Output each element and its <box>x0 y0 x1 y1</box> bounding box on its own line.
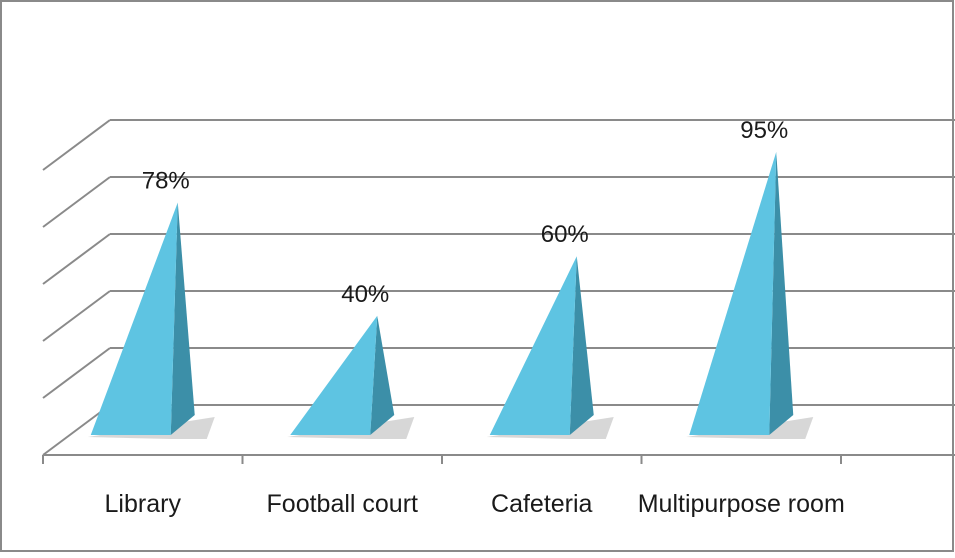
gridline <box>42 176 955 228</box>
pyramid-mark <box>287 315 415 439</box>
x-axis <box>42 454 955 464</box>
x-tick-label: Football court <box>267 490 419 518</box>
labels: 78% Library 40% Football court 60% Cafeteria 9… <box>105 117 845 518</box>
gridline <box>42 119 955 171</box>
x-tick-label: Cafeteria <box>491 490 593 518</box>
pyramid-mark <box>486 256 614 439</box>
x-tick-label: Library <box>105 490 182 518</box>
gridlines <box>42 119 955 456</box>
pyramid-mark <box>686 151 814 439</box>
data-label: 60% <box>541 221 589 248</box>
data-marks <box>87 151 814 439</box>
gridline <box>42 290 955 342</box>
data-label: 78% <box>142 168 190 195</box>
data-label: 40% <box>341 281 389 308</box>
x-tick-label: Multipurpose room <box>638 490 845 518</box>
data-label: 95% <box>740 117 788 144</box>
pyramid-mark <box>87 202 215 439</box>
gridline <box>42 233 955 285</box>
